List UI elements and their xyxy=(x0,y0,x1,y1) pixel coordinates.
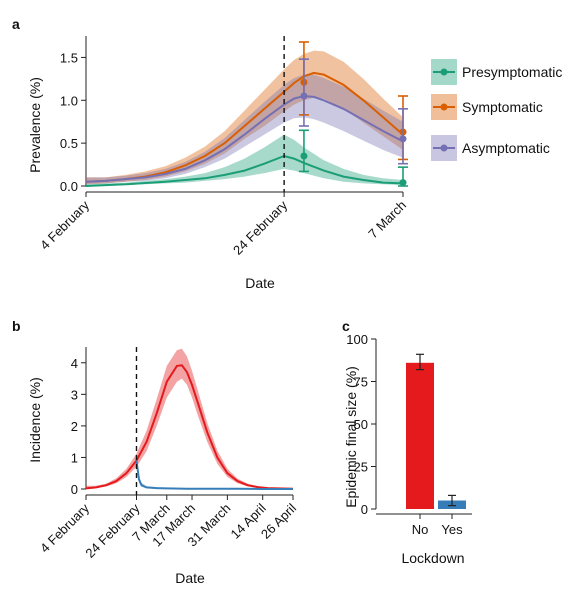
y-tick-label: 25 xyxy=(354,460,368,475)
series-line-1 xyxy=(135,460,293,490)
y-tick-label: 1.5 xyxy=(60,50,78,65)
legend-marker-presymptomatic xyxy=(440,68,448,76)
legend-label-symptomatic: Symptomatic xyxy=(462,99,543,115)
legend-marker-symptomatic xyxy=(440,103,448,111)
y-tick-label: 75 xyxy=(354,375,368,390)
y-tick-label: 100 xyxy=(346,332,368,347)
bar-no xyxy=(406,362,434,509)
panel-a-label: a xyxy=(12,16,20,32)
panel-c: c 0 25 50 75 100 No Yes Epidemic final size (%… xyxy=(342,318,472,566)
panel-c-label: c xyxy=(342,318,350,334)
panel-a-plot-area: 0.0 0.5 1.0 1.5 4 February 24 February 7 March xyxy=(37,36,409,258)
panel-c-plot-area: 0 25 50 75 100 No Yes xyxy=(346,332,472,537)
y-tick-label: 2 xyxy=(71,419,78,434)
y-tick-label: 3 xyxy=(71,387,78,402)
series-line-2 xyxy=(85,94,404,183)
y-tick-label: 50 xyxy=(354,417,368,432)
data-point xyxy=(399,135,407,143)
y-tick-label: 0.0 xyxy=(60,179,78,194)
confidence-band-0 xyxy=(86,348,293,489)
legend-label-asymptomatic: Asymptomatic xyxy=(462,140,550,156)
legend-label-presymptomatic: Presymptomatic xyxy=(462,64,562,80)
panel-b-x-axis-label: Date xyxy=(175,570,205,586)
panel-a-x-axis-label: Date xyxy=(245,275,275,291)
x-tick-label: Yes xyxy=(441,522,463,537)
panel-b-y-axis-label: Incidence (%) xyxy=(27,377,43,463)
y-tick-label: 4 xyxy=(71,356,78,371)
panel-a-y-axis-label: Prevalence (%) xyxy=(27,77,43,173)
panel-a: a 0.0 0.5 1.0 1.5 4 February 24 February 7 Mar… xyxy=(12,16,562,291)
confidence-band-0 xyxy=(86,134,403,186)
data-point xyxy=(399,179,407,187)
legend-item-asymptomatic: Asymptomatic xyxy=(431,135,550,161)
confidence-band-1 xyxy=(86,50,403,185)
data-point xyxy=(300,152,308,160)
y-tick-label: 1.0 xyxy=(60,93,78,108)
legend-marker-asymptomatic xyxy=(440,144,448,152)
x-tick-label: 24 February xyxy=(230,197,291,258)
x-tick-label: No xyxy=(412,522,429,537)
y-tick-label: 0 xyxy=(71,482,78,497)
y-tick-label: 0.5 xyxy=(60,136,78,151)
confidence-band-2 xyxy=(86,74,403,185)
x-tick-label: 4 February xyxy=(37,197,92,252)
y-tick-label: 1 xyxy=(71,450,78,465)
confidence-band-1 xyxy=(136,453,293,489)
legend-item-symptomatic: Symptomatic xyxy=(431,94,543,120)
series-line-0 xyxy=(85,364,294,490)
panel-b-label: b xyxy=(12,318,21,334)
y-tick-label: 0 xyxy=(361,502,368,517)
x-tick-label: 7 March xyxy=(365,198,409,242)
panel-a-legend: Presymptomatic Symptomatic Asymptomatic xyxy=(431,59,562,161)
series-line-0 xyxy=(85,154,404,187)
panel-c-x-axis-label: Lockdown xyxy=(401,550,464,566)
legend-item-presymptomatic: Presymptomatic xyxy=(431,59,562,85)
data-point xyxy=(300,92,308,100)
panel-c-y-axis-label: Epidemic final size (%) xyxy=(343,366,359,508)
